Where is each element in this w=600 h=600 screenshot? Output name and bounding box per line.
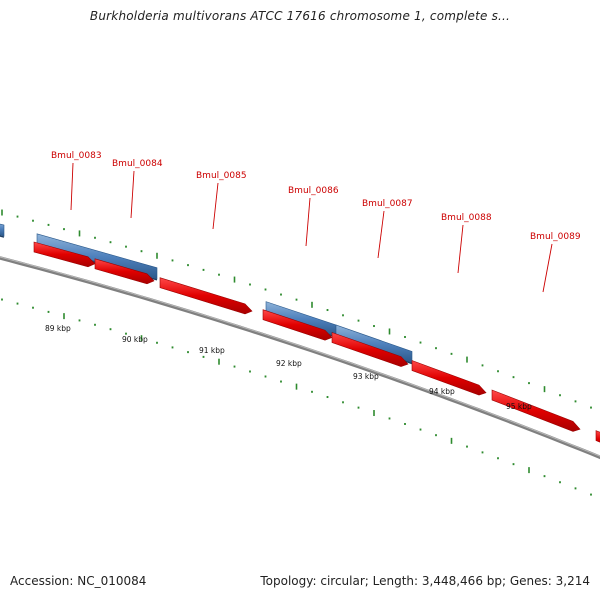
gene-arrow [33, 241, 96, 268]
gene-label-bmul_0086: Bmul_0086 [288, 186, 339, 196]
gene-label-bmul_0084: Bmul_0084 [112, 159, 163, 169]
gene-label-bmul_0083: Bmul_0083 [51, 151, 102, 161]
leader-line [212, 182, 219, 230]
leader-line [542, 243, 553, 293]
leader-line [457, 224, 464, 274]
genome-summary-text: Topology: circular; Length: 3,448,466 bp… [260, 574, 590, 588]
gene-label-bmul_0085: Bmul_0085 [196, 171, 247, 181]
kbp-label: 94 kbp [429, 387, 455, 396]
gene-arrow [94, 258, 155, 285]
kbp-label-track: 89 kbp 90 kbp 91 kbp 92 kbp 93 kbp 94 kbp 95 k… [45, 324, 532, 411]
kbp-label: 89 kbp [45, 324, 71, 333]
gene-label-bmul_0088: Bmul_0088 [441, 213, 492, 223]
gene-arrow [159, 277, 253, 315]
gene-arrow [411, 360, 487, 396]
inner-tick-track [1, 298, 592, 496]
kbp-label: 90 kbp [122, 335, 148, 344]
backbone-highlight [0, 256, 600, 457]
gene-arrow [491, 389, 581, 432]
feature-block [0, 223, 5, 237]
kbp-label: 95 kbp [506, 402, 532, 411]
outer-tick-track [1, 209, 592, 409]
gene-arrow [262, 309, 333, 341]
backbone-track [0, 256, 600, 460]
leader-line [70, 162, 74, 211]
gene-label-track: Bmul_0083 Bmul_0084 Bmul_0085 Bmul_0086 Bmul… [51, 151, 581, 293]
feature-block [36, 233, 158, 280]
leader-line [305, 197, 311, 247]
gene-arrow [595, 430, 600, 443]
kbp-label: 91 kbp [199, 346, 225, 355]
kbp-label: 92 kbp [276, 359, 302, 368]
map-title: Burkholderia multivorans ATCC 17616 chro… [89, 9, 511, 23]
leader-line [377, 210, 385, 259]
gene-arrow [331, 332, 409, 367]
feature-block-edge [0, 235, 5, 238]
gene-label-bmul_0089: Bmul_0089 [530, 232, 581, 242]
leader-line [130, 170, 135, 219]
backbone-line [0, 256, 600, 460]
accession-text: Accession: NC_010084 [10, 574, 147, 588]
kbp-label: 93 kbp [353, 372, 379, 381]
gene-label-bmul_0087: Bmul_0087 [362, 199, 413, 209]
gene-track [33, 241, 600, 443]
